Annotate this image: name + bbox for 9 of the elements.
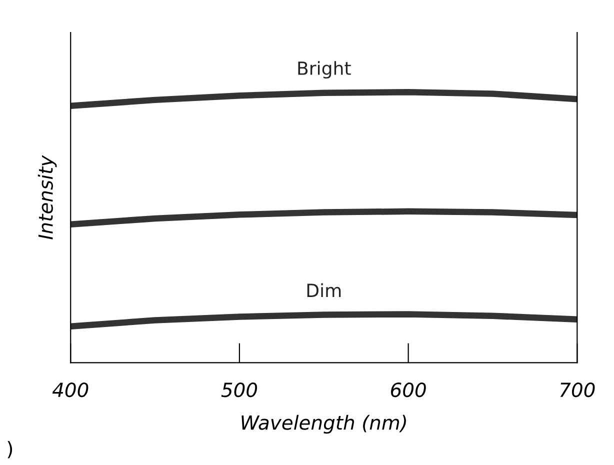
series-label: Bright: [298, 61, 351, 79]
x-tick-label: 600: [390, 382, 426, 398]
x-axis-title: Wavelength (nm): [242, 414, 406, 434]
x-tick-label: 700: [560, 382, 595, 398]
y-axis-title: Intensity: [38, 155, 57, 240]
x-tick-label: 400: [52, 382, 88, 398]
series-label: Dim: [307, 283, 341, 297]
text: ): [8, 440, 12, 458]
x-tick-label: 500: [221, 382, 258, 398]
